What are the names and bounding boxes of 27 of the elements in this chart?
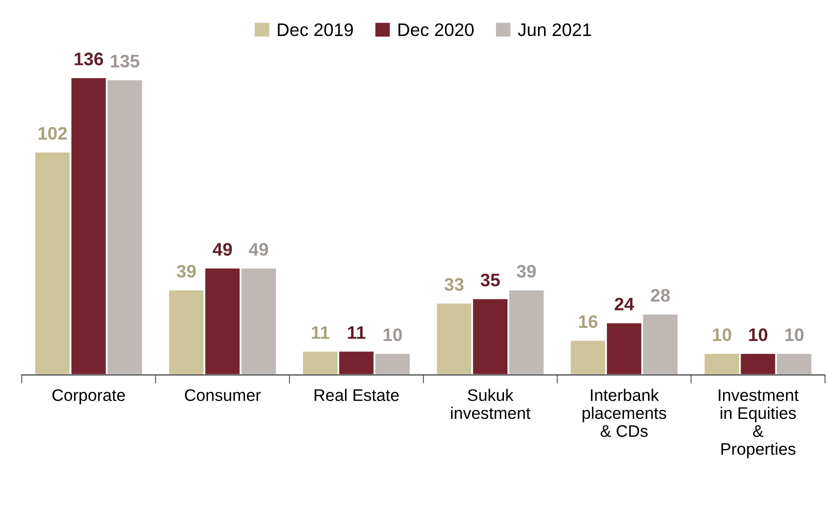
data-label: 11 <box>312 326 330 339</box>
data-label: 10 <box>785 328 804 342</box>
x-tick-label: Interbank placements & CDs <box>582 388 666 437</box>
data-label: 24 <box>614 298 634 310</box>
data-label: 11 <box>348 326 366 339</box>
legend-label: Dec 2020 <box>398 23 474 36</box>
data-label: 10 <box>712 328 732 342</box>
data-label: 102 <box>38 126 67 140</box>
x-tick-label: Investment in Equities & Properties <box>718 389 799 458</box>
data-label: 28 <box>650 288 670 302</box>
data-label: 16 <box>579 315 598 328</box>
data-label: 10 <box>749 328 768 342</box>
x-tick-label: Real Estate <box>314 388 399 402</box>
data-label: 136 <box>74 52 104 66</box>
data-label: 35 <box>480 274 500 286</box>
legend-label: Dec 2019 <box>278 23 353 36</box>
data-label: 135 <box>110 54 140 68</box>
data-label: 39 <box>516 264 536 278</box>
data-label: 39 <box>176 264 196 278</box>
x-tick-label: Corporate <box>52 389 125 404</box>
x-tick-label: Sukuk investment <box>451 388 530 420</box>
data-label: 33 <box>444 278 464 291</box>
data-label: 10 <box>384 328 402 342</box>
data-label: 49 <box>212 242 232 256</box>
x-tick-label: Consumer <box>184 389 261 402</box>
data-label: 49 <box>248 242 268 256</box>
legend-label: Jun 2021 <box>518 23 592 36</box>
